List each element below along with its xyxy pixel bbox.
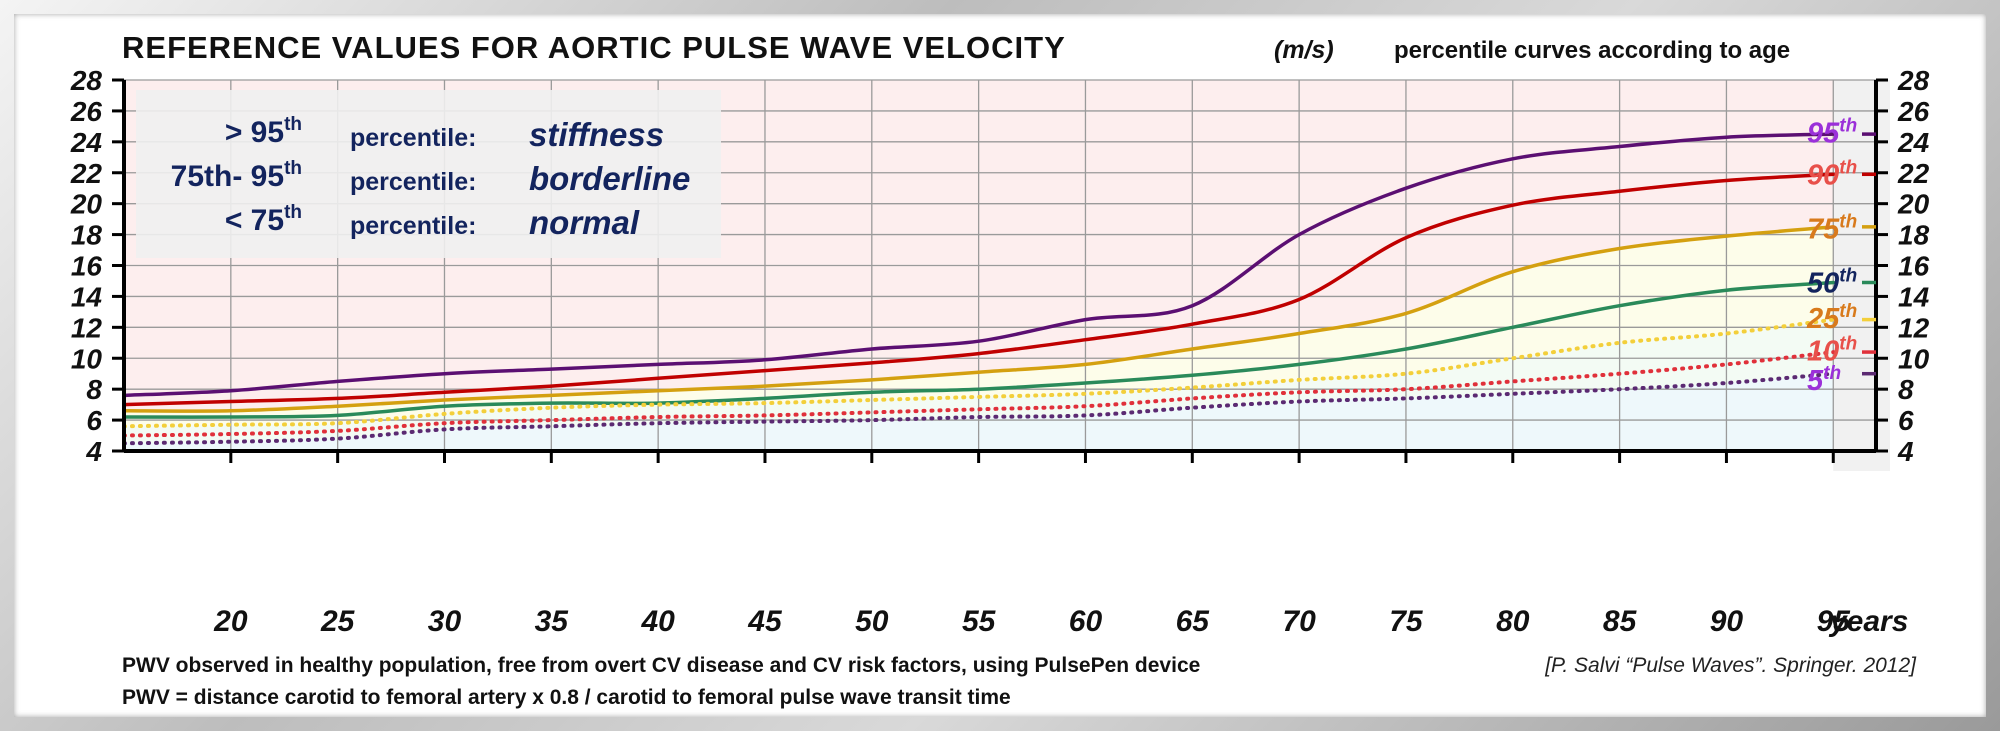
y-tick-label-left: 10 — [71, 343, 103, 374]
y-tick-label-left: 6 — [86, 405, 102, 436]
x-tick-label: 70 — [1282, 605, 1316, 638]
y-tick-label-right: 14 — [1898, 281, 1930, 312]
x-tick-label: 40 — [640, 605, 675, 638]
legend-range: 75th- 95th — [171, 158, 302, 193]
series-label-sup: th — [1839, 266, 1857, 287]
x-tick-label: 30 — [428, 605, 462, 638]
y-tick-label-right: 16 — [1898, 251, 1930, 282]
legend-range-sup: th — [284, 158, 302, 179]
series-label-sup: th — [1839, 211, 1857, 232]
y-tick-label-left: 24 — [70, 127, 103, 158]
footnote-2: PWV = distance carotid to femoral artery… — [122, 686, 1011, 709]
lowest-zone — [124, 373, 1876, 451]
x-tick-label: 35 — [535, 605, 570, 638]
series-label-sup: th — [1839, 157, 1857, 178]
legend-range-sup: th — [284, 202, 302, 223]
legend-percentile: percentile: — [350, 212, 476, 240]
x-tick-label: 45 — [747, 605, 783, 638]
y-tick-label-left: 16 — [71, 251, 103, 282]
series-label-sup: th — [1839, 301, 1857, 322]
legend-box — [136, 90, 721, 258]
legend-status: borderline — [529, 160, 690, 197]
x-tick-label: 20 — [213, 605, 248, 638]
series-95th-line — [124, 132, 1836, 398]
series-75th-line — [124, 225, 1836, 413]
series-label-sup: th — [1839, 334, 1857, 355]
x-tick-label: 60 — [1069, 605, 1103, 638]
chart-panel: > 95th percentile: stiffness 75th- 95th perc… — [14, 14, 1986, 717]
y-tick-label-right: 20 — [1897, 189, 1930, 220]
series-label-sup: th — [1839, 116, 1857, 137]
y-tick-label-left: 26 — [70, 96, 103, 127]
y-tick-label-right: 12 — [1898, 312, 1930, 343]
reference-citation: [P. Salvi “Pulse Waves”. Springer. 2012] — [1544, 654, 1917, 677]
chart-title: REFERENCE VALUES FOR AORTIC PULSE WAVE V… — [122, 30, 1066, 65]
legend-percentile: percentile: — [350, 168, 476, 196]
series-10th-line — [124, 350, 1836, 438]
y-tick-label-right: 28 — [1897, 65, 1930, 96]
legend-percentile: percentile: — [350, 124, 476, 152]
series-90th-line — [124, 172, 1836, 407]
y-tick-label-left: 12 — [71, 312, 103, 343]
legend-range-sup: th — [284, 114, 302, 135]
y-tick-label-right: 6 — [1898, 405, 1914, 436]
label-band — [1833, 80, 1890, 471]
x-tick-label: 80 — [1496, 605, 1530, 638]
y-tick-label-left: 4 — [85, 436, 102, 467]
x-tick-label: 50 — [855, 605, 889, 638]
y-tick-label-left: 8 — [86, 374, 102, 405]
y-tick-label-right: 18 — [1898, 220, 1930, 251]
y-tick-label-left: 22 — [70, 158, 103, 189]
y-tick-label-left: 18 — [71, 220, 103, 251]
y-tick-label-right: 4 — [1897, 436, 1914, 467]
chart-subtitle: percentile curves according to age — [1394, 37, 1790, 64]
x-tick-label: 85 — [1603, 605, 1638, 638]
y-tick-label-left: 28 — [70, 65, 103, 96]
footnote-1: PWV observed in healthy population, free… — [122, 654, 1200, 677]
y-tick-label-right: 26 — [1897, 96, 1930, 127]
x-tick-label: 75 — [1389, 605, 1424, 638]
chart-units: (m/s) — [1274, 36, 1334, 64]
x-tick-label: 95 — [1817, 605, 1852, 638]
legend-status: stiffness — [529, 116, 664, 153]
y-tick-label-left: 20 — [70, 189, 103, 220]
x-tick-label: 65 — [1176, 605, 1211, 638]
x-tick-label: 25 — [320, 605, 356, 638]
series-25th-line — [124, 317, 1836, 429]
series-50th-line — [124, 280, 1836, 419]
series-label-sup: th — [1823, 363, 1841, 384]
x-axis-label: years — [1828, 605, 1908, 638]
y-tick-label-right: 22 — [1897, 158, 1930, 189]
legend-status: normal — [529, 204, 640, 241]
series-5th-line — [124, 371, 1836, 446]
series-50th-label: 50th — [1807, 266, 1857, 300]
y-tick-label-right: 24 — [1897, 127, 1930, 158]
y-tick-label-left: 14 — [71, 281, 103, 312]
y-tick-label-right: 8 — [1898, 374, 1914, 405]
y-tick-label-right: 10 — [1898, 343, 1930, 374]
x-tick-label: 90 — [1710, 605, 1744, 638]
x-tick-label: 55 — [962, 605, 997, 638]
